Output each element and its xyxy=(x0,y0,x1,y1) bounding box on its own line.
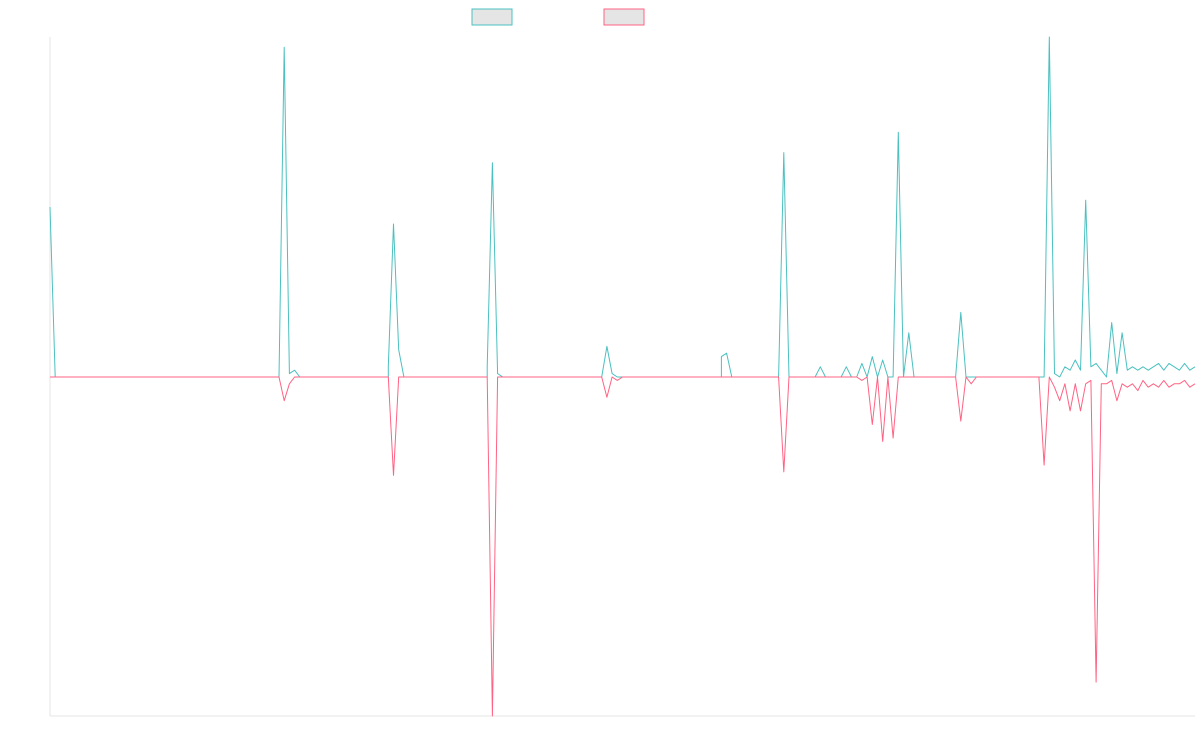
series-line-2 xyxy=(50,376,1196,717)
series-line-1 xyxy=(49,36,1196,378)
series-layer xyxy=(49,36,1196,717)
legend xyxy=(471,8,645,26)
legend-swatch-1[interactable] xyxy=(471,8,513,26)
legend-swatch-2[interactable] xyxy=(603,8,645,26)
